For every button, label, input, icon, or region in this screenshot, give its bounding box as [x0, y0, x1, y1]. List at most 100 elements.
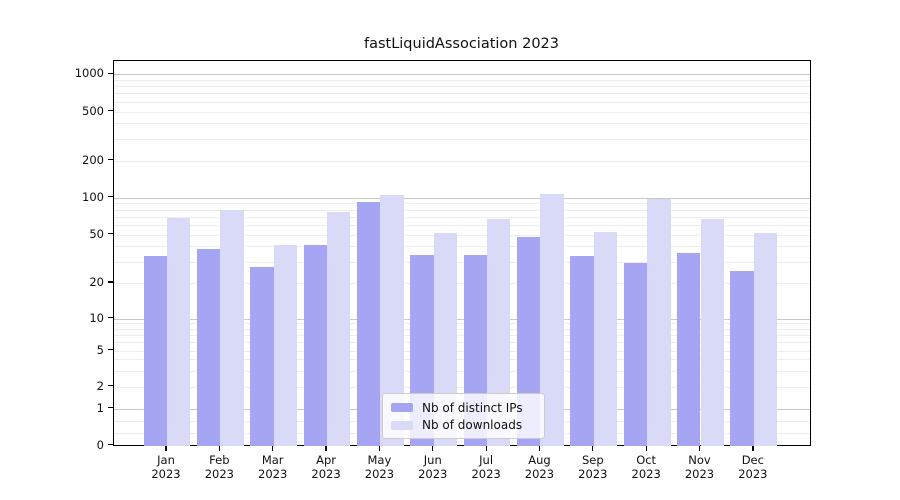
bar-downloads	[753, 233, 778, 446]
legend-swatch-distinct-ips	[391, 403, 413, 413]
x-tick-month: Aug	[528, 452, 551, 467]
y-tick-mark	[107, 348, 113, 351]
minor-gridline	[114, 246, 810, 248]
bar-distinct-ips	[303, 245, 328, 446]
x-tick-month: May	[367, 452, 392, 467]
x-tick-year: 2023	[364, 466, 395, 481]
minor-gridline	[114, 323, 810, 325]
bar-distinct-ips	[677, 253, 701, 446]
bar-distinct-ips	[196, 249, 221, 446]
minor-gridline	[114, 101, 810, 103]
x-tick-year: 2023	[684, 466, 715, 481]
bar-downloads	[593, 232, 618, 446]
y-tick-label: 5	[96, 342, 104, 357]
x-tick-label: Mar 2023	[243, 453, 303, 481]
minor-gridline	[114, 359, 810, 361]
major-gridline	[114, 197, 810, 199]
x-tick-month: Jun	[423, 452, 442, 467]
y-tick-mark	[107, 316, 113, 319]
x-tick-year: 2023	[578, 466, 608, 481]
bar-downloads	[380, 194, 404, 446]
minor-gridline	[114, 79, 810, 81]
minor-gridline	[114, 160, 810, 162]
y-tick-mark	[107, 109, 113, 112]
legend-label: Nb of downloads	[422, 418, 523, 433]
bar-downloads	[700, 218, 724, 446]
x-tick-mark	[272, 446, 274, 451]
minor-gridline	[114, 224, 810, 226]
bar-distinct-ips	[250, 267, 274, 446]
x-tick-year: 2023	[204, 466, 234, 481]
x-tick-month: Oct	[636, 452, 657, 467]
minor-gridline	[114, 203, 810, 205]
x-tick-label: Jan 2023	[136, 453, 196, 481]
major-gridline	[114, 74, 810, 76]
x-tick-year: 2023	[311, 466, 341, 481]
bar-downloads	[327, 211, 351, 446]
x-tick-label: May 2023	[349, 453, 409, 481]
x-tick-year: 2023	[258, 466, 288, 481]
bar-distinct-ips	[143, 256, 167, 446]
x-tick-label: Dec 2023	[723, 453, 783, 481]
y-tick-label: 2	[96, 378, 104, 393]
x-tick-month: Mar	[261, 452, 284, 467]
minor-gridline	[114, 334, 810, 336]
bar-downloads	[647, 199, 671, 446]
x-tick-mark	[752, 446, 754, 451]
x-tick-month: Sep	[581, 452, 604, 467]
x-tick-label: Oct 2023	[616, 453, 676, 481]
minor-gridline	[114, 350, 810, 352]
bar-downloads	[433, 233, 458, 446]
x-tick-mark	[378, 446, 381, 451]
y-tick-mark	[107, 196, 113, 198]
x-tick-mark	[592, 446, 594, 451]
x-tick-mark	[645, 446, 647, 451]
x-tick-year: 2023	[631, 466, 661, 481]
minor-gridline	[114, 86, 810, 88]
x-tick-mark	[485, 446, 487, 451]
x-tick-year: 2023	[738, 466, 768, 481]
x-tick-mark	[432, 446, 434, 451]
y-tick-label: 500	[82, 103, 104, 118]
minor-gridline	[114, 261, 810, 263]
x-tick-mark	[218, 446, 221, 451]
legend-swatch-downloads	[391, 420, 413, 430]
x-tick-label: Feb 2023	[189, 453, 249, 481]
legend-item-distinct-ips: Nb of distinct IPs	[391, 399, 536, 417]
x-tick-label: Aug 2023	[509, 453, 569, 481]
bar-distinct-ips	[570, 256, 594, 446]
x-tick-year: 2023	[151, 466, 181, 481]
x-tick-year: 2023	[418, 466, 448, 481]
bar-distinct-ips	[623, 263, 648, 446]
legend-label: Nb of distinct IPs	[422, 400, 523, 415]
minor-gridline	[114, 328, 810, 330]
minor-gridline	[114, 111, 810, 113]
major-gridline	[114, 318, 810, 320]
y-tick-label: 50	[89, 226, 104, 241]
y-tick-mark	[107, 406, 113, 409]
x-tick-label: Nov 2023	[670, 453, 730, 481]
bar-distinct-ips	[357, 201, 381, 446]
x-tick-mark	[698, 446, 701, 451]
y-tick-mark	[107, 158, 113, 161]
minor-gridline	[114, 93, 810, 95]
x-tick-month: Jan	[157, 452, 175, 467]
minor-gridline	[114, 209, 810, 211]
chart-title: fastLiquidAssociation 2023	[363, 36, 560, 52]
y-tick-mark	[107, 444, 113, 446]
bar-distinct-ips	[730, 271, 754, 446]
minor-gridline	[114, 234, 810, 236]
x-tick-mark	[165, 446, 167, 451]
minor-gridline	[114, 386, 810, 388]
minor-gridline	[114, 283, 810, 284]
x-tick-label: Sep 2023	[563, 453, 623, 481]
x-tick-label: Jun 2023	[403, 453, 463, 481]
x-tick-mark	[325, 446, 327, 451]
bar-downloads	[167, 218, 191, 446]
y-tick-mark	[107, 384, 113, 387]
bar-downloads	[487, 218, 511, 446]
minor-gridline	[114, 216, 810, 218]
minor-gridline	[114, 123, 810, 125]
y-tick-label: 20	[89, 275, 104, 289]
